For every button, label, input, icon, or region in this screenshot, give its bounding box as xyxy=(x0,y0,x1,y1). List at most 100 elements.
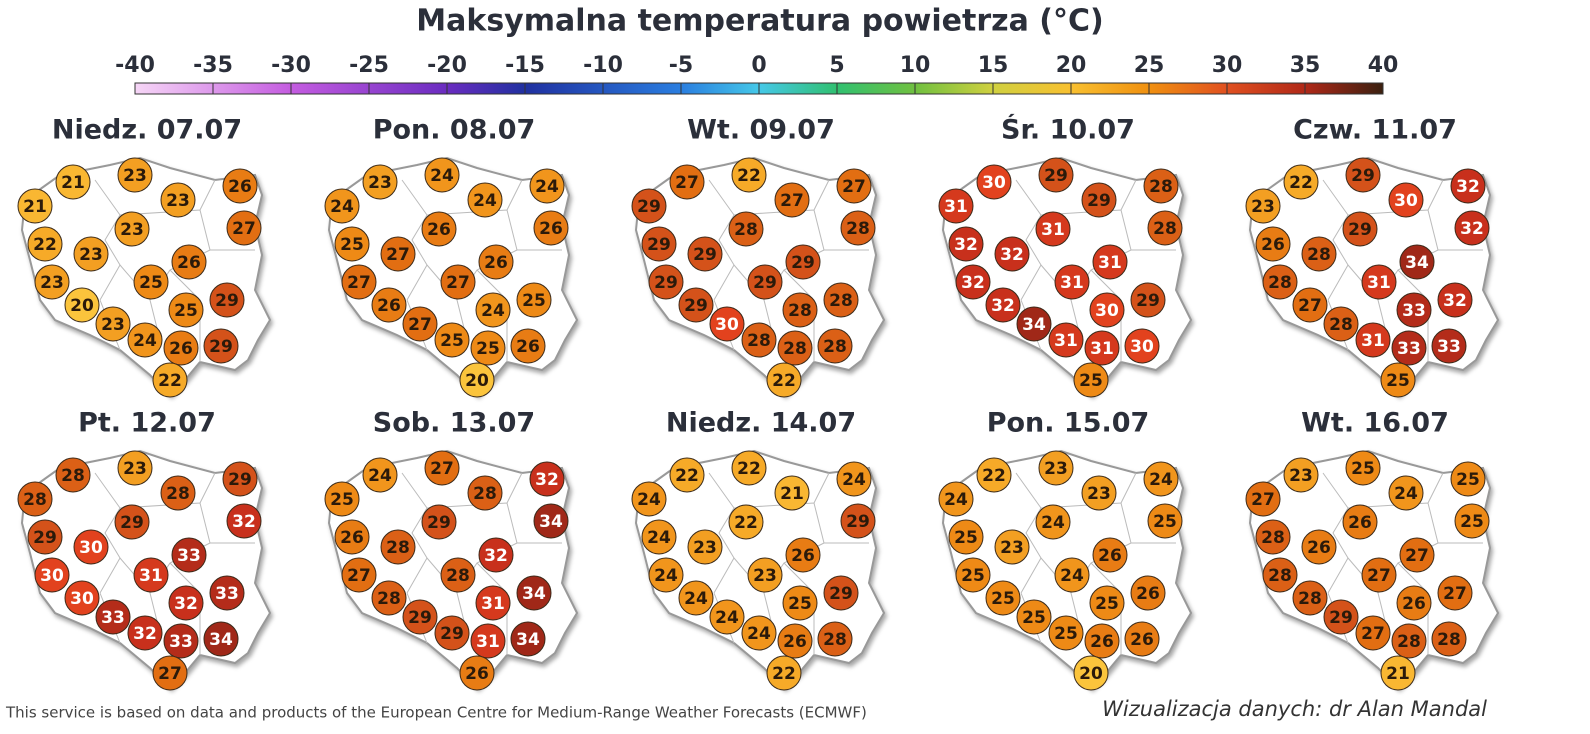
temperature-label: 26 xyxy=(1098,546,1122,566)
temperature-label: 25 xyxy=(174,301,198,321)
city-marker xyxy=(1054,557,1090,593)
city-marker xyxy=(948,519,984,555)
temperature-label: 25 xyxy=(954,528,978,548)
source-note: This service is based on data and produc… xyxy=(5,704,867,722)
city-marker xyxy=(1089,585,1125,621)
city-marker xyxy=(1084,623,1120,659)
temperature-label: 24 xyxy=(1041,513,1065,533)
city-marker xyxy=(470,623,506,659)
temperature-label: 26 xyxy=(516,337,540,357)
temperature-label: 23 xyxy=(40,273,64,293)
city-marker xyxy=(1089,292,1125,328)
city-marker xyxy=(371,287,407,323)
temperature-label: 25 xyxy=(1022,608,1046,628)
tick-label: 40 xyxy=(1368,53,1399,78)
temperature-label: 23 xyxy=(123,166,147,186)
city-marker xyxy=(1301,236,1337,272)
temperature-label: 31 xyxy=(476,632,500,652)
city-marker xyxy=(203,328,239,364)
temperature-label: 33 xyxy=(101,608,125,628)
temperature-label: 30 xyxy=(70,589,94,609)
temperature-label: 27 xyxy=(430,459,454,479)
temperature-label: 30 xyxy=(1130,337,1154,357)
temperature-label: 28 xyxy=(1329,315,1353,335)
temperature-label: 25 xyxy=(1054,624,1078,644)
temperature-label: 23 xyxy=(79,245,103,265)
temperature-label: 32 xyxy=(961,273,985,293)
city-marker xyxy=(782,585,818,621)
city-marker xyxy=(709,306,745,342)
temperature-label: 29 xyxy=(120,513,144,533)
temperature-label: 28 xyxy=(1268,566,1292,586)
city-marker xyxy=(1147,503,1183,539)
city-marker xyxy=(741,322,777,358)
city-marker xyxy=(168,292,204,328)
temperature-label: 28 xyxy=(788,301,812,321)
city-marker xyxy=(1035,211,1071,247)
city-marker xyxy=(1345,450,1381,486)
tick-label: -20 xyxy=(427,53,467,78)
temperature-label: 26 xyxy=(1130,630,1154,650)
temperature-label: 31 xyxy=(481,594,505,614)
temperature-label: 24 xyxy=(637,490,661,510)
city-marker xyxy=(648,557,684,593)
city-marker xyxy=(938,481,974,517)
city-marker xyxy=(1361,557,1397,593)
city-marker xyxy=(1124,621,1160,657)
city-marker xyxy=(1388,475,1424,511)
temperature-label: 23 xyxy=(1289,466,1313,486)
city-marker xyxy=(985,580,1021,616)
temperature-label: 30 xyxy=(1095,301,1119,321)
city-marker xyxy=(226,503,262,539)
temperature-label: 29 xyxy=(846,512,870,532)
city-marker xyxy=(95,306,131,342)
city-marker xyxy=(34,264,70,300)
city-marker xyxy=(533,503,569,539)
temperature-label: 27 xyxy=(386,245,410,265)
city-marker xyxy=(478,244,514,280)
city-marker xyxy=(1454,210,1490,246)
city-marker xyxy=(840,210,876,246)
temperature-label: 29 xyxy=(829,584,853,604)
city-marker xyxy=(1391,330,1427,366)
city-marker xyxy=(976,457,1012,493)
tick-label: -15 xyxy=(505,53,545,78)
map-panel: Wt. 09.07 27 22 27 29 27 28 28 29 29 29 29 29 29 28 28 3… xyxy=(631,115,884,398)
temperature-label: 29 xyxy=(440,624,464,644)
temperature-label: 26 xyxy=(427,220,451,240)
temperature-label: 27 xyxy=(158,664,182,684)
temperature-label: 31 xyxy=(1060,273,1084,293)
city-marker xyxy=(434,615,470,651)
city-marker xyxy=(994,236,1030,272)
temperature-label: 28 xyxy=(1153,219,1177,239)
temperature-label: 32 xyxy=(232,512,256,532)
temperature-label: 24 xyxy=(1149,470,1173,490)
city-marker xyxy=(1255,226,1291,262)
city-marker xyxy=(709,599,745,635)
city-marker xyxy=(669,457,705,493)
city-marker xyxy=(1048,615,1084,651)
temperature-label: 25 xyxy=(961,566,985,586)
city-marker xyxy=(324,481,360,517)
city-marker xyxy=(1437,282,1473,318)
city-marker xyxy=(1391,623,1427,659)
city-marker xyxy=(1355,322,1391,358)
temperature-label: 29 xyxy=(215,291,239,311)
city-marker xyxy=(1130,282,1166,318)
temperature-label: 24 xyxy=(747,624,771,644)
temperature-label: 28 xyxy=(829,291,853,311)
temperature-label: 24 xyxy=(481,301,505,321)
city-marker xyxy=(64,287,100,323)
city-marker xyxy=(731,157,767,193)
city-marker xyxy=(1016,599,1052,635)
temperature-label: 28 xyxy=(446,566,470,586)
city-marker xyxy=(631,188,667,224)
city-marker xyxy=(380,236,416,272)
temperature-label: 31 xyxy=(139,566,163,586)
temperature-label: 33 xyxy=(215,584,239,604)
city-marker xyxy=(171,537,207,573)
city-marker xyxy=(203,621,239,657)
